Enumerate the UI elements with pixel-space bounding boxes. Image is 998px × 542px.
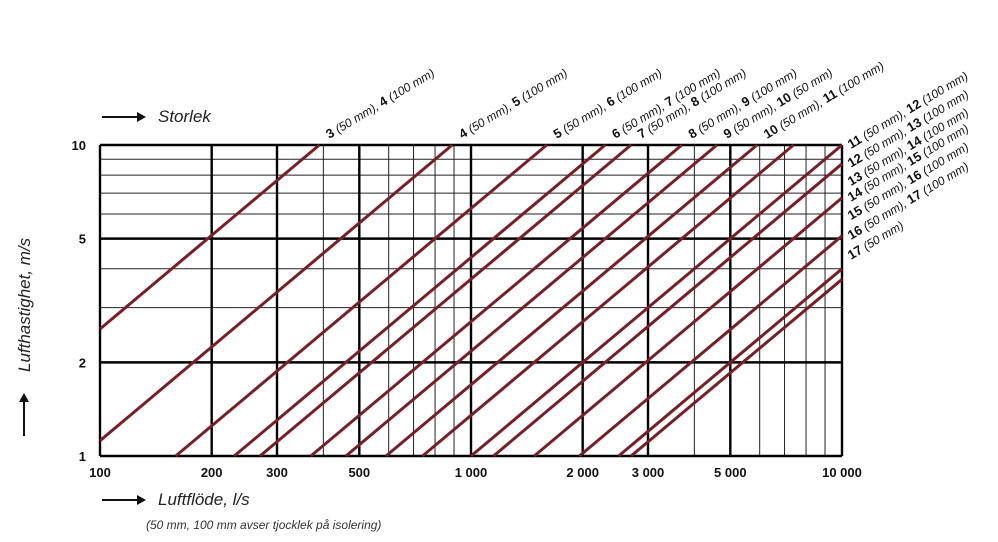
size-axis-arrow-icon xyxy=(102,112,146,122)
grid-major xyxy=(98,143,844,458)
x-tick-label: 5 000 xyxy=(714,465,747,480)
series-lines xyxy=(99,143,843,458)
x-tick-label: 3 000 xyxy=(632,465,665,480)
series-line-2 xyxy=(99,143,454,442)
series-line-14 xyxy=(617,267,843,458)
x-tick-label: 10 000 xyxy=(822,465,862,480)
size-labels-right: 11 (50 mm), 12 (100 mm)12 (50 mm), 13 (1… xyxy=(845,69,971,263)
y-tick-labels: 1 2 5 10 xyxy=(72,138,86,464)
x-tick-label: 200 xyxy=(201,465,223,480)
series-line-1 xyxy=(99,143,321,331)
x-tick-labels: 100 200 300 500 1 000 2 000 3 000 5 000 10 000 xyxy=(89,465,862,480)
series-line-15 xyxy=(630,278,843,458)
footnote: (50 mm, 100 mm avser tjocklek på isoleri… xyxy=(146,518,382,532)
series-line-3 xyxy=(174,143,548,458)
x-tick-label: 1 000 xyxy=(455,465,488,480)
y-axis-title: Lufthastighet, m/s xyxy=(15,237,34,372)
series-line-11 xyxy=(492,162,843,458)
series-line-10 xyxy=(470,143,843,458)
series-line-13 xyxy=(578,234,843,458)
size-axis-title: Storlek xyxy=(158,107,212,126)
y-tick-label: 5 xyxy=(79,232,86,247)
series-line-9 xyxy=(421,143,795,458)
x-axis-arrow-icon xyxy=(102,495,146,505)
series-line-6 xyxy=(309,143,683,458)
y-tick-label: 1 xyxy=(79,449,86,464)
y-tick-label: 2 xyxy=(79,355,86,370)
series-line-8 xyxy=(385,143,758,458)
x-tick-label: 300 xyxy=(266,465,288,480)
series-line-7 xyxy=(344,143,718,458)
y-axis-arrow-icon xyxy=(19,393,29,436)
x-tick-label: 500 xyxy=(348,465,370,480)
x-tick-label: 2 000 xyxy=(566,465,599,480)
series-line-4 xyxy=(233,143,607,458)
size-label: 3 (50 mm), 4 (100 mm) xyxy=(323,65,437,142)
x-axis-title: Luftflöde, l/s xyxy=(158,490,250,509)
series-line-5 xyxy=(259,143,632,458)
series-line-12 xyxy=(533,196,843,458)
x-tick-label: 100 xyxy=(89,465,111,480)
size-labels-top: 3 (50 mm), 4 (100 mm)4 (50 mm), 5 (100 m… xyxy=(323,59,886,142)
y-tick-label: 10 xyxy=(72,138,86,153)
